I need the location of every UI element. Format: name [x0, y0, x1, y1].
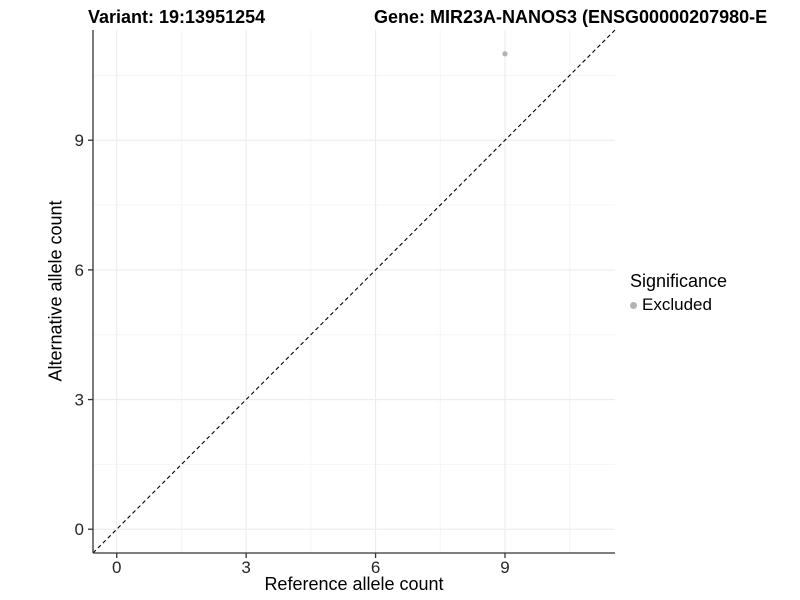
x-tick-label: 0 [112, 558, 121, 577]
variant-title: Variant: 19:13951254 [88, 7, 266, 27]
identity-line [92, 29, 616, 554]
x-tick-label: 6 [371, 558, 380, 577]
x-tick-label: 3 [241, 558, 250, 577]
y-axis-title: Alternative allele count [45, 200, 66, 382]
y-tick-label: 9 [75, 131, 84, 150]
x-axis-title: Reference allele count [264, 574, 444, 594]
y-tick-label: 6 [75, 261, 84, 280]
legend-item-label: Excluded [642, 295, 712, 314]
data-point [502, 51, 508, 57]
y-tick-label: 0 [75, 520, 84, 539]
x-tick-label: 9 [500, 558, 509, 577]
legend-title: Significance [630, 271, 728, 291]
legend-item: Excluded [630, 295, 727, 315]
legend-point-icon [630, 301, 637, 309]
y-tick-label: 3 [75, 391, 84, 410]
legend: Significance Excluded [630, 271, 727, 315]
gene-title: Gene: MIR23A-NANOS3 (ENSG00000207980-E [374, 7, 768, 27]
